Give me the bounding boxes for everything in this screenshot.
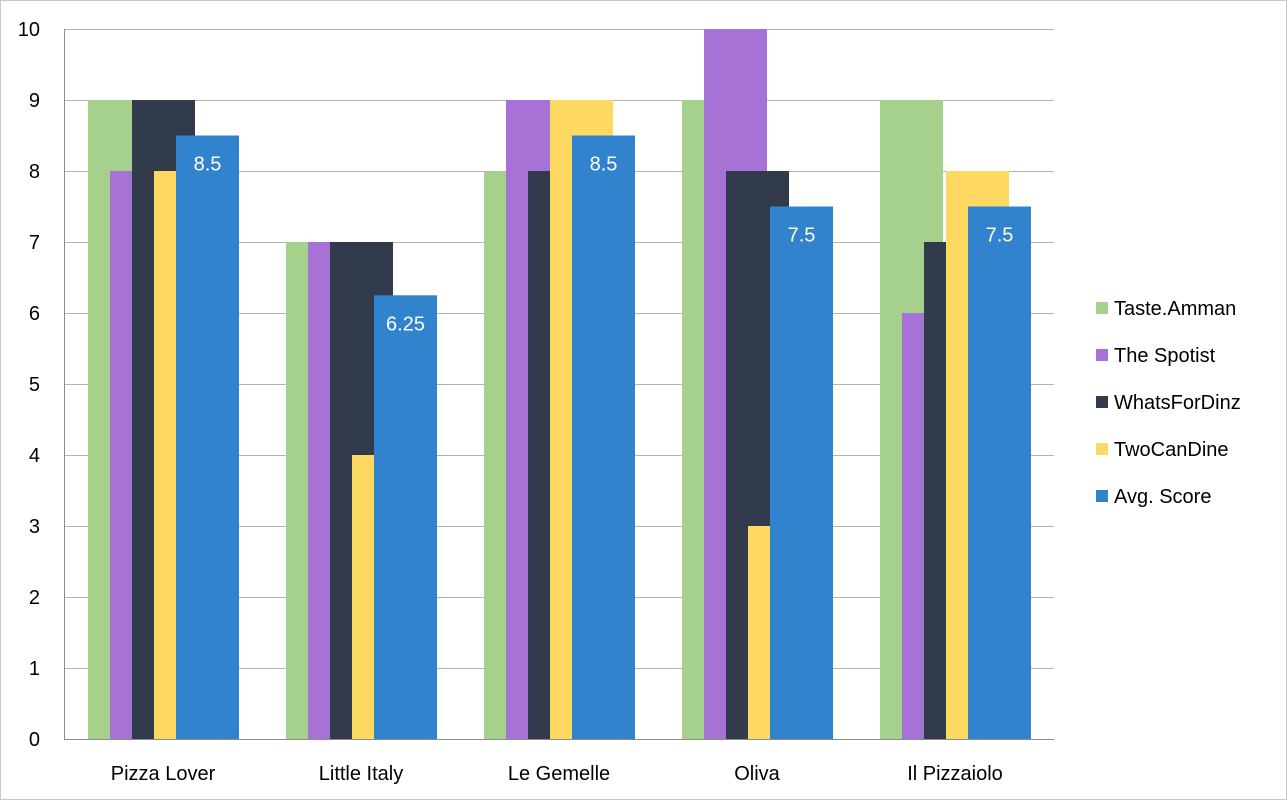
data-label: 7.5: [788, 225, 816, 247]
x-tick-label: Oliva: [734, 763, 780, 785]
legend-label: The Spotist: [1114, 345, 1216, 367]
y-tick-label: 5: [29, 374, 40, 396]
legend-swatch: [1096, 443, 1108, 455]
data-label: 7.5: [986, 225, 1014, 247]
legend-label: Avg. Score: [1114, 486, 1211, 508]
y-tick-label: 3: [29, 516, 40, 538]
legend-label: Taste.Amman: [1114, 298, 1236, 320]
legend-swatch: [1096, 302, 1108, 314]
legend-swatch: [1096, 490, 1108, 502]
y-tick-label: 6: [29, 303, 40, 325]
x-axis: Pizza Lover Little Italy Le Gemelle Oliva Il…: [64, 739, 1054, 785]
y-tick-label: 4: [29, 445, 40, 467]
x-tick-label: Il Pizzaiolo: [907, 763, 1003, 785]
y-axis: 0 1 2 3 4 5 6 7 8 9 10: [18, 19, 65, 751]
y-tick-label: 7: [29, 232, 40, 254]
y-tick-label: 10: [18, 19, 40, 41]
legend-label: TwoCanDine: [1114, 439, 1229, 461]
bar-avg-score-il-pizzaiolo: [968, 206, 1031, 739]
bar-avg-score-pizza-lover: [176, 135, 239, 739]
data-label: 6.25: [386, 313, 425, 335]
y-tick-label: 0: [29, 729, 40, 751]
y-tick-label: 1: [29, 658, 40, 680]
bars: 8.5 6.25 8.5 7.5 7.5: [88, 29, 1031, 740]
x-tick-label: Pizza Lover: [111, 763, 216, 785]
legend-label: WhatsForDinz: [1114, 392, 1241, 414]
legend-swatch: [1096, 396, 1108, 408]
x-tick-label: Little Italy: [319, 763, 403, 785]
data-label: 8.5: [194, 154, 222, 176]
legend-swatch: [1096, 349, 1108, 361]
bar-avg-score-le-gemelle: [572, 135, 635, 739]
data-label: 8.5: [590, 154, 618, 176]
legend: Taste.Amman The Spotist WhatsForDinz TwoCan…: [1096, 298, 1241, 508]
y-tick-label: 2: [29, 587, 40, 609]
bar-avg-score-little-italy: [374, 295, 437, 740]
x-tick-label: Le Gemelle: [508, 763, 610, 785]
bar-avg-score-oliva: [770, 206, 833, 739]
y-tick-label: 9: [29, 90, 40, 112]
y-tick-label: 8: [29, 161, 40, 183]
